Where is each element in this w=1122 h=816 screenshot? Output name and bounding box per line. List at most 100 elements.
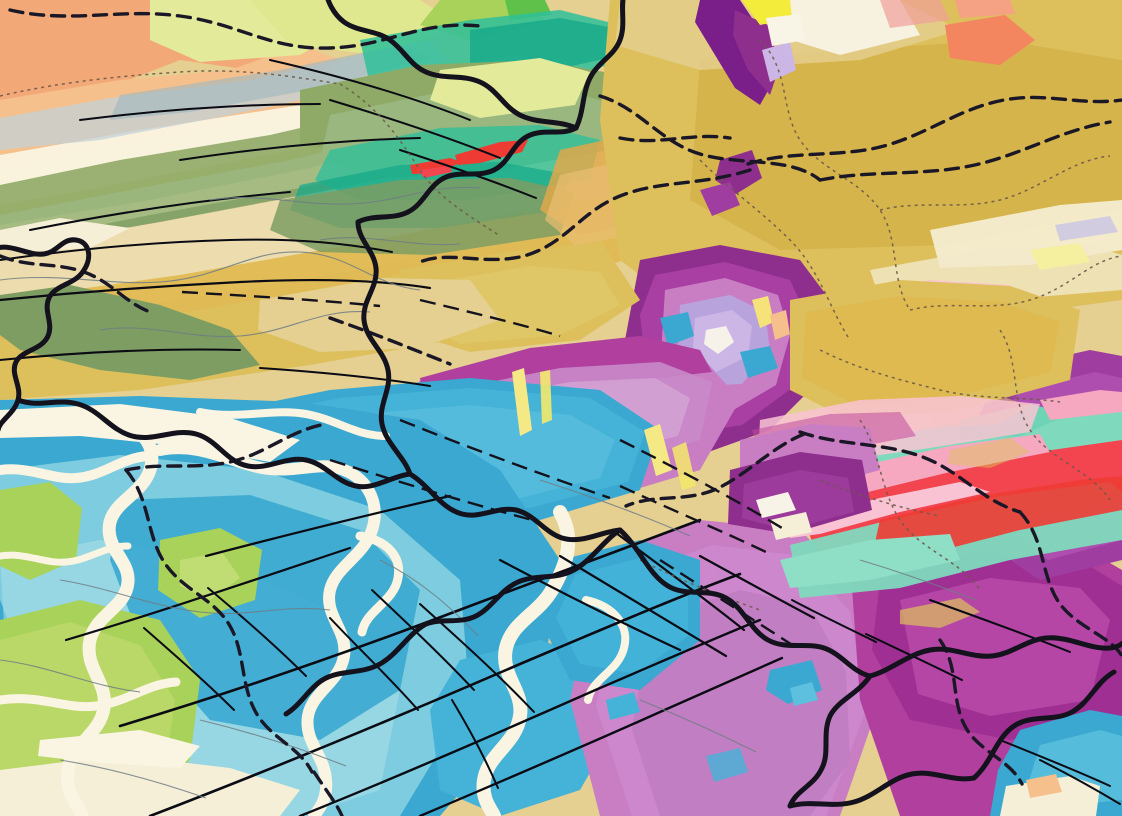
salmon-patch-ne (945, 15, 1035, 65)
fault-line (148, 572, 742, 816)
river-alluvium-8 (0, 542, 132, 566)
provincial-boundary (624, 432, 806, 508)
purple-patch-ne4 (700, 182, 740, 216)
fault-line (419, 298, 561, 338)
yellow-sliver-center (752, 296, 774, 328)
county-boundary (699, 159, 851, 341)
provincial-boundaries (0, 8, 1122, 816)
pale-green-patch (430, 58, 590, 118)
fault-line (698, 554, 816, 620)
fault-line (418, 656, 784, 816)
drainage-lines (0, 186, 977, 799)
river-alluvium-7 (582, 596, 630, 704)
gold-mid-right (802, 296, 1060, 406)
provincial-boundary (798, 430, 1022, 514)
cyan-se-of-sw (430, 640, 620, 816)
provincial-boundary (746, 95, 1122, 166)
drainage-line (99, 311, 371, 338)
international-boundary (15, 397, 413, 490)
drainage-line (199, 719, 347, 767)
region-mid-right (728, 280, 1080, 540)
county-boundary (819, 349, 1061, 403)
fault-lines (0, 59, 1121, 816)
international-boundary (355, 125, 579, 225)
lavender-thread-ne (1055, 216, 1118, 241)
fault-line (0, 238, 393, 261)
pale-yellow-patch-ne (1030, 243, 1090, 270)
khaki-patch-se (900, 598, 980, 628)
fault-line (451, 699, 499, 789)
fault-line (399, 418, 611, 500)
fault-line (1039, 759, 1121, 805)
international-boundary (355, 219, 413, 477)
fault-line (558, 554, 728, 658)
international-boundary (787, 673, 873, 809)
fault-line (79, 103, 321, 121)
international-boundary (423, 527, 623, 627)
county-boundary (859, 419, 981, 591)
fault-line (143, 627, 235, 711)
drainage-line (639, 699, 757, 753)
cyan-small-2 (606, 692, 640, 720)
fault-line (619, 484, 767, 554)
fault-line (259, 367, 431, 387)
salmon-patch-ne2 (955, 0, 1015, 18)
provincial-boundary (598, 94, 822, 182)
drainage-line (859, 559, 977, 601)
pink-sliver-se (1040, 390, 1122, 420)
cream-se-corner (1000, 776, 1100, 816)
drainage-line (59, 759, 207, 799)
county-boundary (759, 39, 911, 311)
fault-line (419, 603, 535, 713)
drainage-line (539, 479, 691, 537)
provincial-boundary (938, 638, 1024, 786)
green-sw-patch2 (180, 552, 240, 600)
fault-line (298, 618, 762, 816)
provincial-boundary (618, 134, 732, 143)
yellow-streak-c2 (540, 370, 552, 424)
international-boundary (283, 621, 429, 717)
fault-line (64, 546, 352, 642)
cyan-in-orchid2 (706, 748, 748, 782)
fault-line (371, 589, 475, 691)
sage-belt-lower (270, 178, 575, 255)
river-alluvium-9 (196, 408, 390, 440)
fault-line (269, 59, 471, 121)
gold-plateau-core (690, 40, 1122, 250)
drainage-line (59, 579, 331, 615)
international-boundary (0, 237, 92, 432)
cyan-core-center (660, 312, 694, 346)
fault-line (179, 137, 421, 161)
river-alluvium-5 (355, 531, 404, 637)
drainage-line (0, 251, 421, 291)
international-boundary (867, 635, 1122, 679)
mint-patch-se2 (780, 534, 960, 588)
provincial-boundary (818, 120, 1112, 182)
county-boundary (999, 329, 1111, 501)
provincial-boundary (8, 8, 482, 50)
international-boundary (787, 770, 977, 809)
provincial-boundary (124, 468, 314, 774)
county-boundary (819, 479, 941, 517)
fault-line (929, 599, 1071, 653)
cream-sliver-left (0, 218, 130, 252)
drainage-line (0, 659, 141, 693)
drainage-line (319, 237, 461, 246)
fault-line (619, 438, 783, 530)
pink-patch-ne (880, 0, 950, 28)
peach-se-corner (1026, 774, 1062, 798)
khaki-patch-mid-right (948, 438, 1030, 468)
international-boundary (971, 669, 1117, 781)
fault-line (999, 739, 1111, 787)
fault-line (204, 494, 452, 558)
cream-rim-ne (766, 14, 805, 46)
cyan-core-center2 (740, 346, 778, 378)
yellow-streak-c1 (512, 368, 532, 436)
drainage-line (209, 186, 481, 205)
county-boundary (639, 559, 761, 611)
provincial-boundary (1018, 510, 1122, 658)
county-boundary (909, 255, 1122, 311)
